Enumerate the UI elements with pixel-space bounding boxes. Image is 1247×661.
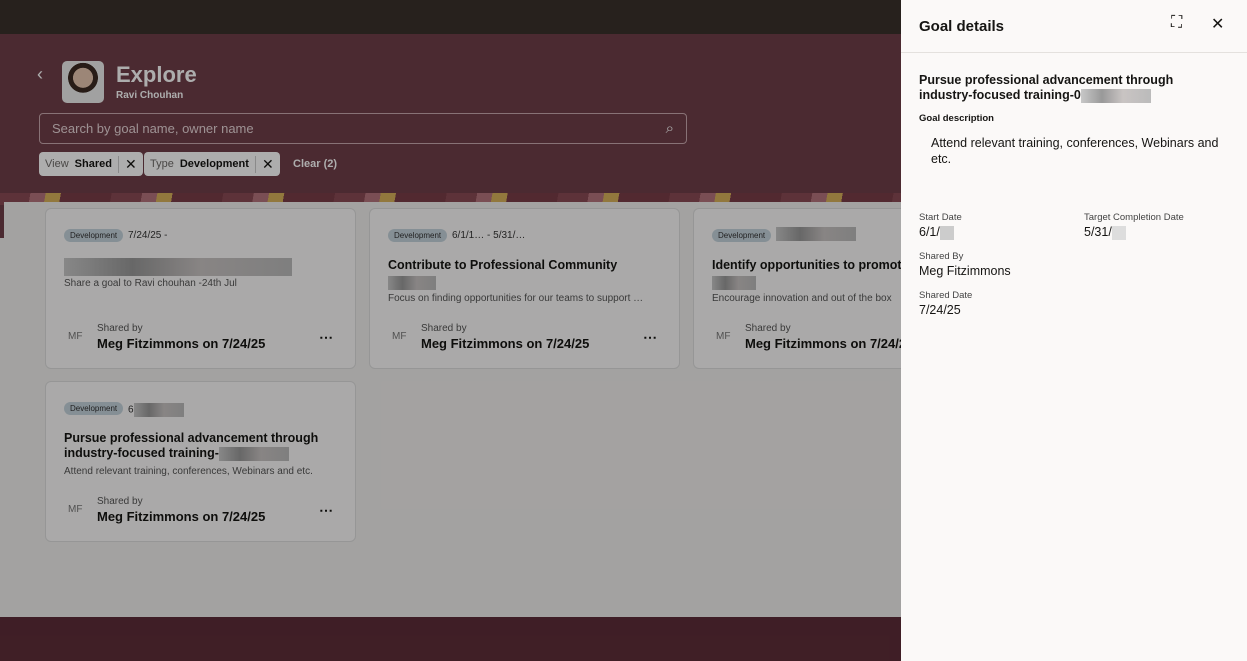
goal-details-panel: Goal details ⛶ ✕ Pursue professional adv… xyxy=(901,0,1247,661)
goal-title: Pursue professional advancement through … xyxy=(919,73,1229,103)
more-options-icon[interactable]: ⋯ xyxy=(643,329,657,345)
shared-by-value: Meg Fitzimmons on 7/24/25 xyxy=(97,509,266,524)
owner-initials: MF xyxy=(392,331,407,342)
goal-title-redacted xyxy=(64,258,344,276)
owner-initials: MF xyxy=(716,331,731,342)
chip-key: View xyxy=(45,158,69,170)
goal-card[interactable]: Development 6/1/1… - 5/31/… Contribute t… xyxy=(369,208,680,369)
modal-overlay[interactable] xyxy=(0,0,901,661)
shared-date-value: 7/24/25 xyxy=(919,303,961,317)
goal-title: Identify opportunities to promote xyxy=(712,258,909,272)
filter-chip-type[interactable]: Type Development ✕ xyxy=(144,152,280,176)
chip-value: Development xyxy=(179,158,249,170)
goal-card[interactable]: Development 6 Pursue professional advanc… xyxy=(45,381,356,542)
remove-filter-icon[interactable]: ✕ xyxy=(254,155,274,173)
close-icon[interactable]: ✕ xyxy=(1211,16,1225,33)
shared-by-value: Meg Fitzimmons on 7/24/25 xyxy=(421,336,590,351)
shared-by-label: Shared by xyxy=(97,496,143,507)
goal-dates-redacted xyxy=(776,227,856,241)
start-date-label: Start Date xyxy=(919,212,962,223)
owner-initials: MF xyxy=(68,331,83,342)
goal-dates-text: 6 xyxy=(128,404,134,416)
type-badge: Development xyxy=(64,402,124,415)
shared-by-label: Shared by xyxy=(421,323,467,334)
goal-description: Encourage innovation and out of the box xyxy=(712,293,892,304)
remove-filter-icon[interactable]: ✕ xyxy=(117,155,137,173)
type-badge: Development xyxy=(388,229,448,242)
goal-title-text: Pursue professional advancement through … xyxy=(64,431,319,460)
target-date-label: Target Completion Date xyxy=(1084,212,1184,223)
target-date-text: 5/31/ xyxy=(1084,225,1112,239)
goal-title: Contribute to Professional Community xyxy=(388,258,618,272)
goal-dates: 7/24/25 - xyxy=(128,230,168,241)
type-badge: Development xyxy=(64,229,124,242)
shared-date-label: Shared Date xyxy=(919,290,973,301)
shared-by-label: Shared by xyxy=(745,323,791,334)
back-chevron-icon[interactable]: ‹ xyxy=(37,64,43,84)
shared-by-value: Meg Fitzimmons xyxy=(919,264,1011,278)
shared-by-label: Shared By xyxy=(919,251,964,262)
clear-filters-link[interactable]: Clear (2) xyxy=(293,158,338,170)
search-placeholder: Search by goal name, owner name xyxy=(52,121,254,136)
goal-card[interactable]: Development 7/24/25 - Share a goal to Ra… xyxy=(45,208,356,369)
user-name: Ravi Chouhan xyxy=(116,90,184,101)
type-badge: Development xyxy=(712,229,772,242)
goal-description: Attend relevant training, conferences, W… xyxy=(931,136,1219,166)
expand-icon[interactable]: ⛶ xyxy=(1171,14,1183,31)
owner-initials: MF xyxy=(68,504,83,515)
goal-dates: 6 xyxy=(128,403,184,417)
page-title: Explore xyxy=(116,62,197,87)
more-options-icon[interactable]: ⋯ xyxy=(319,329,333,345)
redacted xyxy=(712,274,756,292)
goal-title: Pursue professional advancement through … xyxy=(64,431,344,461)
chip-key: Type xyxy=(150,158,174,170)
target-date: 5/31/ xyxy=(1084,225,1126,240)
panel-title: Goal details xyxy=(919,17,1005,35)
goal-title-text: Pursue professional advancement through … xyxy=(919,73,1174,102)
shared-by-value: Meg Fitzimmons on 7/24/25 xyxy=(97,336,266,351)
chip-value: Shared xyxy=(74,158,112,170)
goal-dates: 6/1/1… - 5/31/… xyxy=(452,230,526,241)
start-date: 6/1/ xyxy=(919,225,954,240)
search-icon[interactable]: ⌕ xyxy=(665,120,674,137)
more-options-icon[interactable]: ⋯ xyxy=(319,502,333,518)
search-input[interactable]: Search by goal name, owner name ⌕ xyxy=(39,113,687,144)
filter-chip-view[interactable]: View Shared ✕ xyxy=(39,152,143,176)
shared-by-value: Meg Fitzimmons on 7/24/2 xyxy=(745,336,907,351)
avatar xyxy=(62,61,104,103)
redacted xyxy=(388,274,436,292)
shared-by-label: Shared by xyxy=(97,323,143,334)
start-date-text: 6/1/ xyxy=(919,225,940,239)
description-label: Goal description xyxy=(919,113,994,124)
